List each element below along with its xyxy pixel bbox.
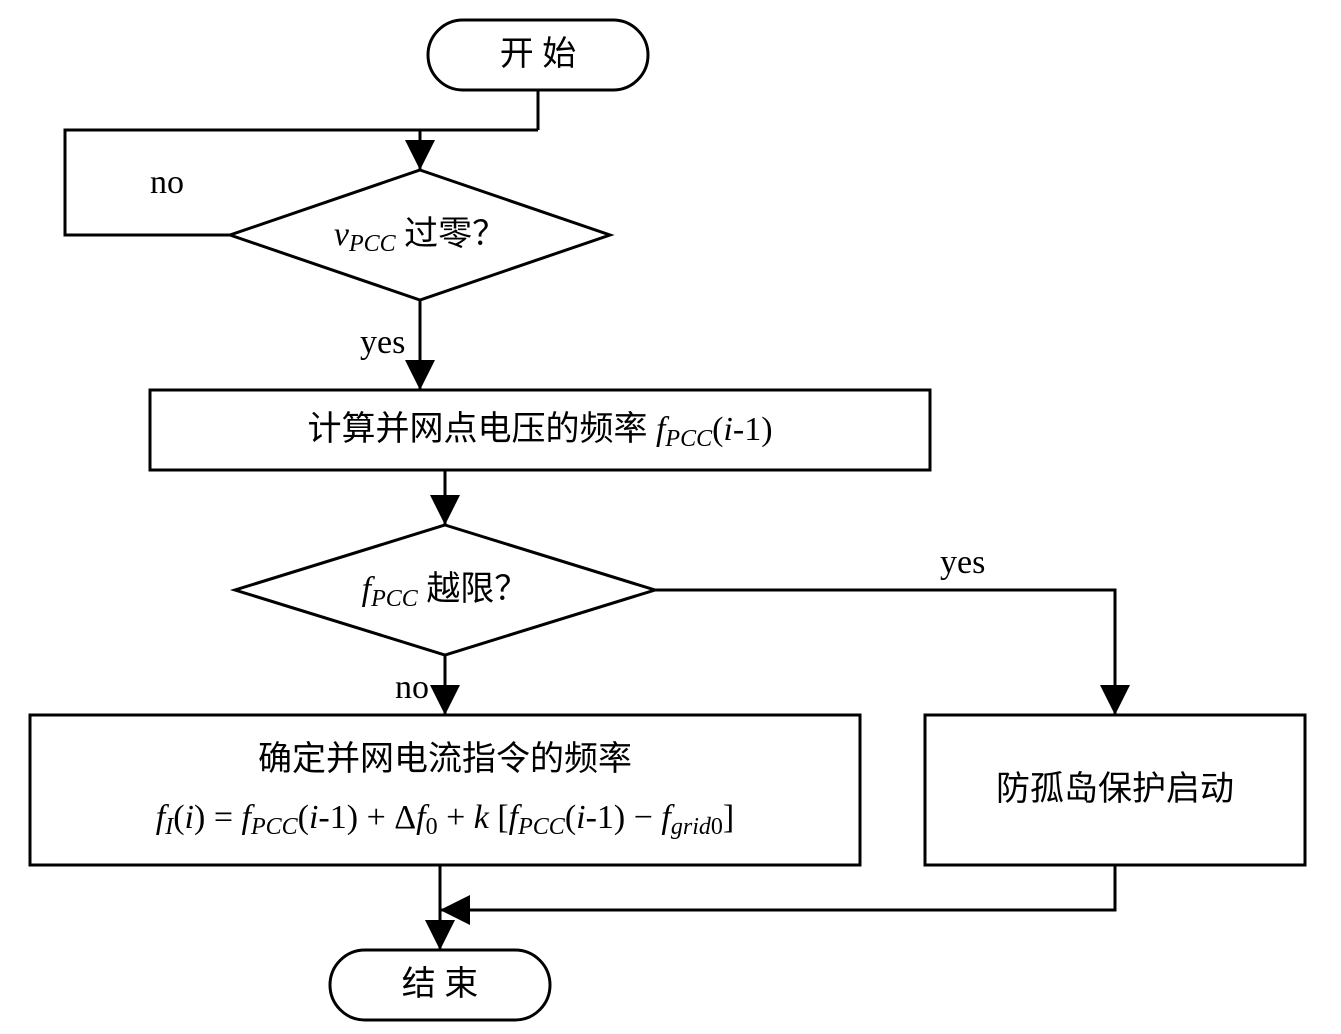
- svg-text:vPCC 过零？: vPCC 过零？: [334, 215, 506, 257]
- svg-text:no: no: [150, 164, 184, 201]
- svg-text:开 始: 开 始: [500, 35, 577, 73]
- svg-text:防孤岛保护启动: 防孤岛保护启动: [996, 770, 1234, 808]
- svg-text:fPCC 越限？: fPCC 越限？: [362, 570, 529, 612]
- edge-p3-merge2: [440, 865, 1115, 910]
- edge-merge-d1: [420, 130, 538, 170]
- svg-text:fI(i) = fPCC(i-1) + Δf0 + k [f: fI(i) = fPCC(i-1) + Δf0 + k [fPCC(i-1) −…: [156, 799, 734, 840]
- svg-text:确定并网电流指令的频率: 确定并网电流指令的频率: [258, 740, 632, 778]
- svg-text:结 束: 结 束: [402, 965, 479, 1003]
- edge-d2-yes: [655, 590, 1115, 715]
- svg-text:yes: yes: [360, 324, 405, 361]
- svg-text:no: no: [395, 669, 429, 706]
- svg-text:计算并网点电压的频率 fPCC(i-1): 计算并网点电压的频率 fPCC(i-1): [307, 410, 772, 452]
- svg-text:yes: yes: [940, 544, 985, 581]
- process-set-frequency: [30, 715, 860, 865]
